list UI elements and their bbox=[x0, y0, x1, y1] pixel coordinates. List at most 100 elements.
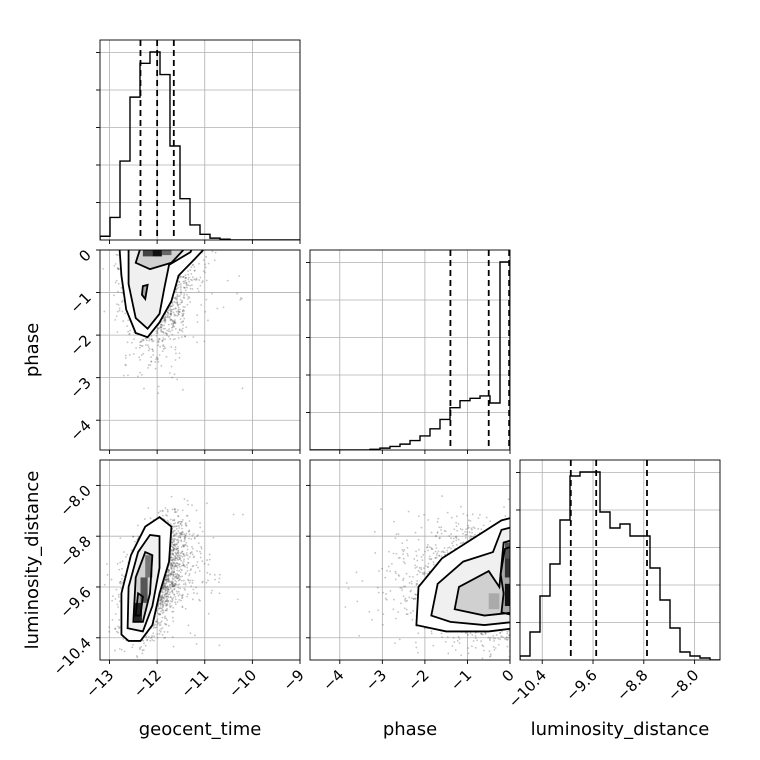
sample-point bbox=[150, 335, 153, 337]
sample-point bbox=[177, 584, 179, 586]
sample-point bbox=[176, 525, 178, 527]
sample-point bbox=[159, 510, 162, 513]
sample-point bbox=[169, 596, 172, 598]
sample-point bbox=[184, 286, 186, 289]
sample-point bbox=[218, 581, 220, 584]
sample-point bbox=[174, 595, 177, 598]
sample-point bbox=[177, 554, 179, 557]
sample-point bbox=[161, 593, 164, 596]
sample-point bbox=[176, 301, 179, 304]
sample-point bbox=[171, 577, 174, 580]
sample-point bbox=[179, 286, 182, 289]
sample-point bbox=[195, 586, 197, 589]
sample-point bbox=[188, 529, 191, 532]
sample-point bbox=[177, 308, 180, 311]
sample-point bbox=[168, 574, 170, 577]
sample-point bbox=[193, 269, 196, 272]
sample-point bbox=[142, 339, 145, 342]
sample-point bbox=[164, 586, 167, 589]
histogram-step-phase bbox=[310, 261, 510, 450]
sample-point bbox=[163, 595, 166, 598]
sample-point bbox=[162, 591, 165, 594]
sample-point bbox=[171, 564, 174, 566]
sample-point bbox=[124, 354, 127, 357]
sample-point bbox=[171, 589, 174, 592]
sample-point bbox=[156, 609, 159, 612]
sample-point bbox=[186, 554, 189, 557]
sample-point bbox=[123, 650, 126, 653]
sample-point bbox=[126, 341, 129, 344]
sample-point bbox=[147, 366, 150, 369]
panel-frame bbox=[99, 249, 301, 451]
sample-point bbox=[179, 575, 182, 578]
sample-point bbox=[182, 315, 184, 317]
sample-point bbox=[177, 306, 180, 309]
sample-point bbox=[166, 574, 169, 577]
sample-point bbox=[122, 320, 125, 322]
sample-point bbox=[181, 336, 183, 339]
sample-point bbox=[115, 630, 118, 633]
sample-point bbox=[173, 593, 176, 596]
sample-point bbox=[114, 627, 117, 630]
sample-point bbox=[188, 533, 191, 536]
sample-point bbox=[140, 340, 143, 343]
sample-point bbox=[175, 290, 177, 293]
sample-point bbox=[166, 508, 169, 511]
sample-point bbox=[170, 559, 173, 562]
sample-point bbox=[176, 293, 179, 296]
sample-point bbox=[154, 626, 157, 629]
sample-point bbox=[197, 290, 200, 293]
sample-point bbox=[165, 609, 167, 612]
sample-point bbox=[173, 565, 176, 568]
sample-point bbox=[176, 295, 178, 298]
sample-point bbox=[158, 338, 161, 340]
sample-point bbox=[170, 545, 173, 548]
sample-point bbox=[187, 278, 190, 281]
sample-point bbox=[117, 596, 120, 598]
sample-point bbox=[166, 514, 168, 517]
sample-point bbox=[171, 565, 174, 567]
sample-point bbox=[176, 577, 178, 580]
sample-point bbox=[142, 352, 145, 355]
sample-point bbox=[169, 558, 172, 561]
sample-point bbox=[163, 586, 166, 589]
sample-point bbox=[172, 565, 174, 568]
sample-point bbox=[164, 583, 167, 586]
sample-point bbox=[167, 309, 170, 312]
sample-point bbox=[147, 344, 149, 347]
sample-point bbox=[120, 648, 123, 651]
sample-point bbox=[165, 514, 167, 516]
sample-point bbox=[177, 331, 180, 334]
sample-point bbox=[191, 284, 193, 286]
sample-point bbox=[177, 553, 180, 555]
sample-point bbox=[207, 319, 209, 322]
sample-point bbox=[135, 655, 138, 657]
sample-point bbox=[171, 580, 174, 582]
sample-point bbox=[182, 563, 185, 566]
sample-point bbox=[177, 337, 180, 339]
sample-point bbox=[187, 579, 190, 582]
sample-point bbox=[181, 555, 184, 558]
sample-point bbox=[142, 639, 145, 642]
sample-point bbox=[168, 569, 170, 572]
sample-point bbox=[161, 595, 164, 598]
sample-point bbox=[207, 563, 210, 566]
sample-point bbox=[167, 588, 170, 591]
sample-point bbox=[173, 558, 176, 560]
sample-point bbox=[157, 392, 160, 395]
sample-point bbox=[210, 592, 213, 594]
sample-point bbox=[179, 536, 182, 538]
sample-point bbox=[176, 303, 179, 306]
sample-point bbox=[177, 551, 180, 554]
sample-point bbox=[170, 564, 172, 566]
sample-point bbox=[176, 547, 179, 550]
sample-point bbox=[172, 338, 175, 341]
sample-point bbox=[182, 275, 185, 278]
sample-point bbox=[155, 356, 158, 359]
sample-point bbox=[182, 320, 185, 323]
sample-point bbox=[172, 525, 175, 528]
sample-point bbox=[147, 635, 150, 638]
sample-point bbox=[161, 633, 164, 636]
sample-point bbox=[183, 309, 186, 312]
sample-point bbox=[172, 324, 175, 327]
